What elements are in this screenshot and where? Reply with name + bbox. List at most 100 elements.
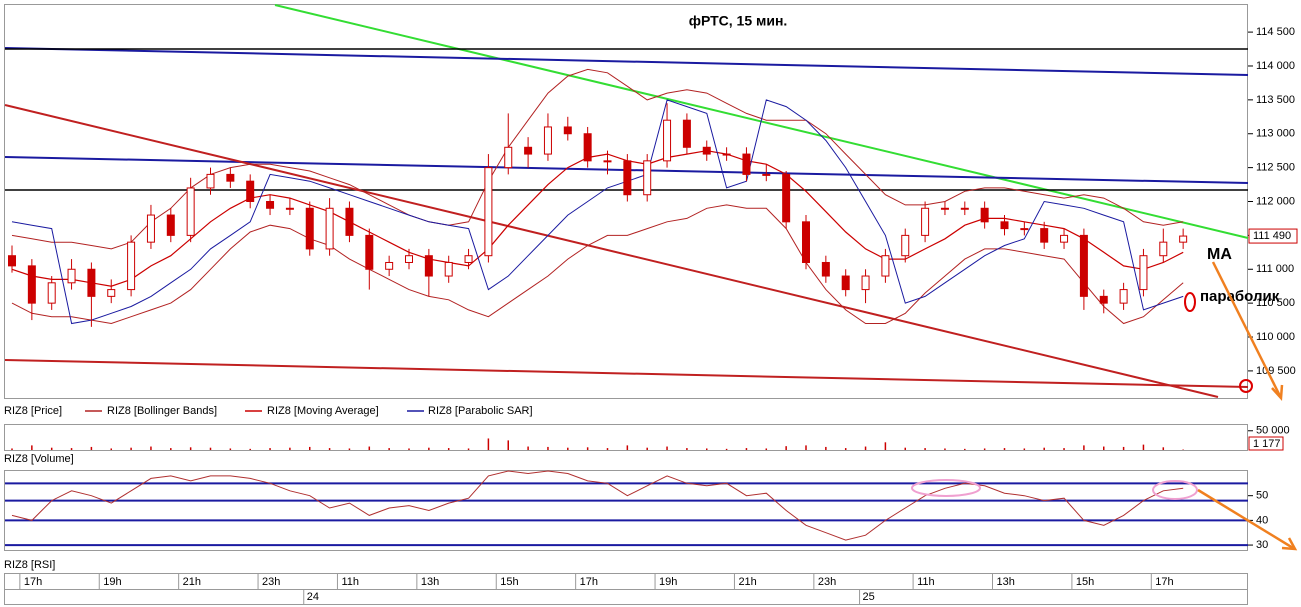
candle-body (1040, 228, 1049, 243)
legend-label: RIZ8 [Price] (4, 405, 62, 417)
candle-body (543, 126, 552, 155)
candle-body (87, 268, 96, 297)
plot-layer: 114 500 114 000 113 500 113 000 112 500 112 0… (4, 26, 1298, 605)
candle-body (762, 173, 771, 176)
candle-body (266, 201, 275, 209)
candle-body (802, 221, 810, 263)
x-tick-label: 23h (262, 576, 280, 588)
x-tick-label: 13h (997, 576, 1015, 588)
markup-shapes (911, 261, 1298, 551)
candle-body (345, 207, 354, 236)
candle-body (127, 241, 136, 291)
y-tick-label: 110 000 (1256, 331, 1295, 343)
y-tick-label: 50 (1256, 490, 1268, 502)
panel-label: RIZ8 [RSI] (4, 559, 55, 571)
candle-body (484, 167, 493, 257)
candle-body (285, 207, 294, 210)
arrow-head (1271, 384, 1284, 402)
candle-body (67, 268, 76, 284)
y-tick-label: 40 (1256, 514, 1268, 526)
day-label: 25 (863, 591, 875, 603)
candle-body (940, 207, 949, 210)
candle-body (921, 207, 930, 236)
x-tick-label: 11h (917, 576, 935, 588)
y-tick-label: 30 (1256, 539, 1268, 551)
x-tick-label: 21h (183, 576, 201, 588)
volume-panel (4, 424, 1248, 451)
candle-body (623, 160, 632, 196)
annotation: MA (1207, 246, 1232, 263)
candle-body (27, 265, 36, 304)
candle-body (1159, 241, 1168, 257)
x-tick-label: 23h (818, 576, 836, 588)
rsi-panel (4, 470, 1248, 551)
candle-body (563, 126, 572, 135)
last-price-box (1248, 228, 1298, 244)
candle-body (663, 119, 672, 162)
x-tick-label: 21h (738, 576, 756, 588)
x-tick-label: 13h (421, 576, 439, 588)
highlight-ellipse (911, 479, 981, 497)
candle-body (444, 261, 453, 277)
candle-body (246, 180, 255, 202)
candle-body (47, 282, 56, 304)
candle-body (841, 275, 850, 291)
y-tick-label: 109 500 (1256, 365, 1296, 377)
candle-body (960, 207, 969, 210)
candle-body (643, 160, 652, 196)
y-tick-label: 50 000 (1256, 425, 1290, 437)
arrow (1197, 488, 1294, 550)
candle-body (782, 173, 791, 223)
y-tick-label: 114 500 (1256, 26, 1295, 38)
candle-body (186, 187, 195, 236)
candle-body (206, 173, 215, 189)
y-tick-label: 112 500 (1256, 162, 1295, 174)
candle-body (702, 146, 711, 155)
candle-body (742, 153, 751, 175)
annotation: параболик (1200, 288, 1280, 305)
candle-body (682, 119, 691, 148)
x-tick-label: 17h (24, 576, 42, 588)
y-tick-label: 111 000 (1256, 263, 1294, 275)
candle-body (1079, 234, 1088, 297)
highlight-circle (1239, 379, 1253, 393)
last-price-label: 111 490 (1253, 230, 1291, 242)
candle-body (524, 146, 533, 155)
candle-body (1139, 255, 1148, 291)
x-tick-label: 17h (580, 576, 598, 588)
last-volume-box (1248, 436, 1284, 451)
candle-body (1179, 235, 1188, 243)
candle-body (325, 207, 334, 250)
candle-body (980, 207, 989, 223)
trend-line (4, 104, 1219, 398)
candle-body (385, 261, 394, 270)
candle-body (146, 214, 155, 243)
highlight-ellipse (1152, 480, 1198, 500)
price-panel (4, 4, 1248, 399)
candle-body (901, 234, 910, 257)
last-volume-label: 1 177 (1253, 438, 1281, 450)
arrow-head (1281, 537, 1298, 551)
candle-body (1060, 234, 1069, 243)
candle-body (8, 255, 16, 267)
candle-body (365, 234, 374, 270)
candle-body (464, 255, 473, 263)
y-tick-label: 114 000 (1256, 60, 1295, 72)
candle-body (1099, 295, 1108, 304)
trend-line (4, 359, 1249, 388)
arrow (1211, 261, 1282, 397)
candle-body (424, 255, 433, 277)
y-tick-label: 112 000 (1256, 195, 1295, 207)
candle-body (305, 207, 314, 250)
day-label: 24 (307, 591, 319, 603)
x-tick-label: 15h (1076, 576, 1094, 588)
x-tick-label: 19h (659, 576, 677, 588)
parabolic-sar (11, 99, 1184, 325)
rsi-line (11, 470, 1184, 541)
candle-body (861, 275, 870, 291)
panel-label: RIZ8 [Volume] (4, 453, 74, 465)
candle-body (107, 289, 116, 297)
candle-body (166, 214, 175, 236)
x-tick-label: 11h (341, 576, 359, 588)
candle-body (405, 255, 413, 263)
